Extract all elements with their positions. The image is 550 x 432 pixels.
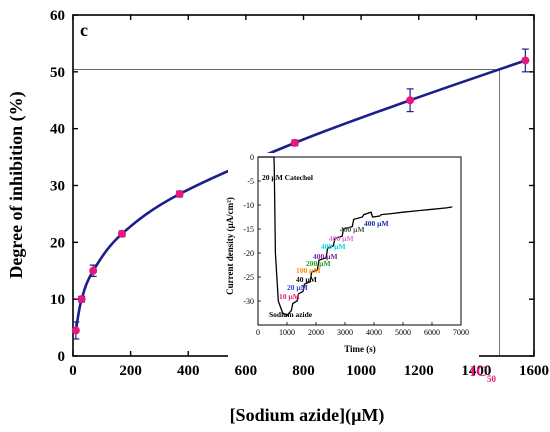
inset-annotation: 20 µM <box>287 283 308 292</box>
x-tick-label: 0 <box>69 363 77 379</box>
inset-x-tick-label: 5000 <box>395 328 411 337</box>
data-point <box>77 295 86 304</box>
ic50-label: IC <box>470 364 487 380</box>
data-point <box>290 138 299 147</box>
inset-series-line <box>258 156 453 317</box>
x-tick-label: 1400 <box>461 363 491 379</box>
data-point <box>175 190 184 199</box>
inset-annotation: 10 µM <box>279 292 300 301</box>
inset-annotation: 100 µM <box>296 266 321 275</box>
y-tick-label: 30 <box>50 179 65 195</box>
inset-frame <box>257 156 462 326</box>
inset-annotation: 400 µM <box>321 242 346 251</box>
y-tick-label: 60 <box>50 8 65 24</box>
inset-x-tick-label: 7000 <box>453 328 469 337</box>
x-tick-label: 600 <box>235 363 258 379</box>
y-tick-label: 0 <box>58 349 66 365</box>
inset-background <box>228 153 479 361</box>
inset-annotation: 400 µM <box>329 234 354 243</box>
inset-x-tick-label: 3000 <box>337 328 353 337</box>
x-tick-label: 800 <box>292 363 315 379</box>
inset-axes: 0 1000 2000 3000 4000 5000 6000 7000 0 -5 -10 -15 -2… <box>228 153 479 361</box>
y-axis-label: Degree of inhibition (%) <box>6 91 27 278</box>
main-axes: 0 200 400 600 800 1000 1200 1400 160001020304050… <box>50 8 549 379</box>
x-axis-label: [Sodium azide](µM) <box>230 405 385 426</box>
y-tick-label: 40 <box>50 122 65 138</box>
y-tick-label: 20 <box>50 235 65 251</box>
inset-x-tick-label: 4000 <box>366 328 382 337</box>
inset-y-tick-label: -15 <box>243 225 254 234</box>
inset-x-tick-label: 0 <box>256 328 260 337</box>
inset-x-tick-label: 6000 <box>424 328 440 337</box>
inset-x-tick-label: 2000 <box>308 328 324 337</box>
data-point <box>89 266 98 275</box>
data-point <box>117 229 126 238</box>
data-point <box>521 56 530 65</box>
ic50-annotation: IC 50 <box>470 364 497 384</box>
panel-label: c <box>80 20 88 40</box>
inset-y-axis-label: Current density (µA/cm²) <box>225 197 235 295</box>
inset-y-tick-label: -20 <box>243 249 254 258</box>
inset-y-tick-label: -25 <box>243 273 254 282</box>
y-tick-label: 50 <box>50 65 65 81</box>
x-tick-label: 1000 <box>346 363 376 379</box>
inset-annotation: 400 µM <box>364 219 389 228</box>
inset-series <box>258 156 453 317</box>
inset-annotation: 20 µM Catechol <box>262 173 313 182</box>
x-tick-label: 400 <box>177 363 200 379</box>
x-tick-label: 200 <box>119 363 142 379</box>
inset-x-axis-label: Time (s) <box>344 344 376 354</box>
inset-chart: 0 1000 2000 3000 4000 5000 6000 7000 0 -5 -10 -15 -2… <box>225 153 479 361</box>
ic50-subscript: 50 <box>487 374 497 384</box>
inset-annotation: 400 µM <box>340 225 365 234</box>
main-chart: 0 200 400 600 800 1000 1200 1400 160001020304050… <box>6 8 549 426</box>
x-tick-label: 1200 <box>404 363 434 379</box>
inset-x-tick-label: 1000 <box>279 328 295 337</box>
main-series <box>71 48 530 340</box>
reference-lines <box>73 69 500 356</box>
inset-annotation: 400 µM <box>313 252 338 261</box>
inset-annotation: 40 µM <box>296 275 317 284</box>
y-tick-label: 10 <box>50 292 65 308</box>
data-point <box>71 326 80 335</box>
inset-y-tick-label: 0 <box>250 153 254 162</box>
inset-y-tick-label: -5 <box>247 177 254 186</box>
data-point <box>406 96 415 105</box>
x-tick-label: 1600 <box>519 363 549 379</box>
inset-y-tick-label: -30 <box>243 297 254 306</box>
inset-annotation: Sodium azide <box>269 310 313 319</box>
inset-annotation: 200 µM <box>306 259 331 268</box>
inset-y-tick-label: -10 <box>243 201 254 210</box>
